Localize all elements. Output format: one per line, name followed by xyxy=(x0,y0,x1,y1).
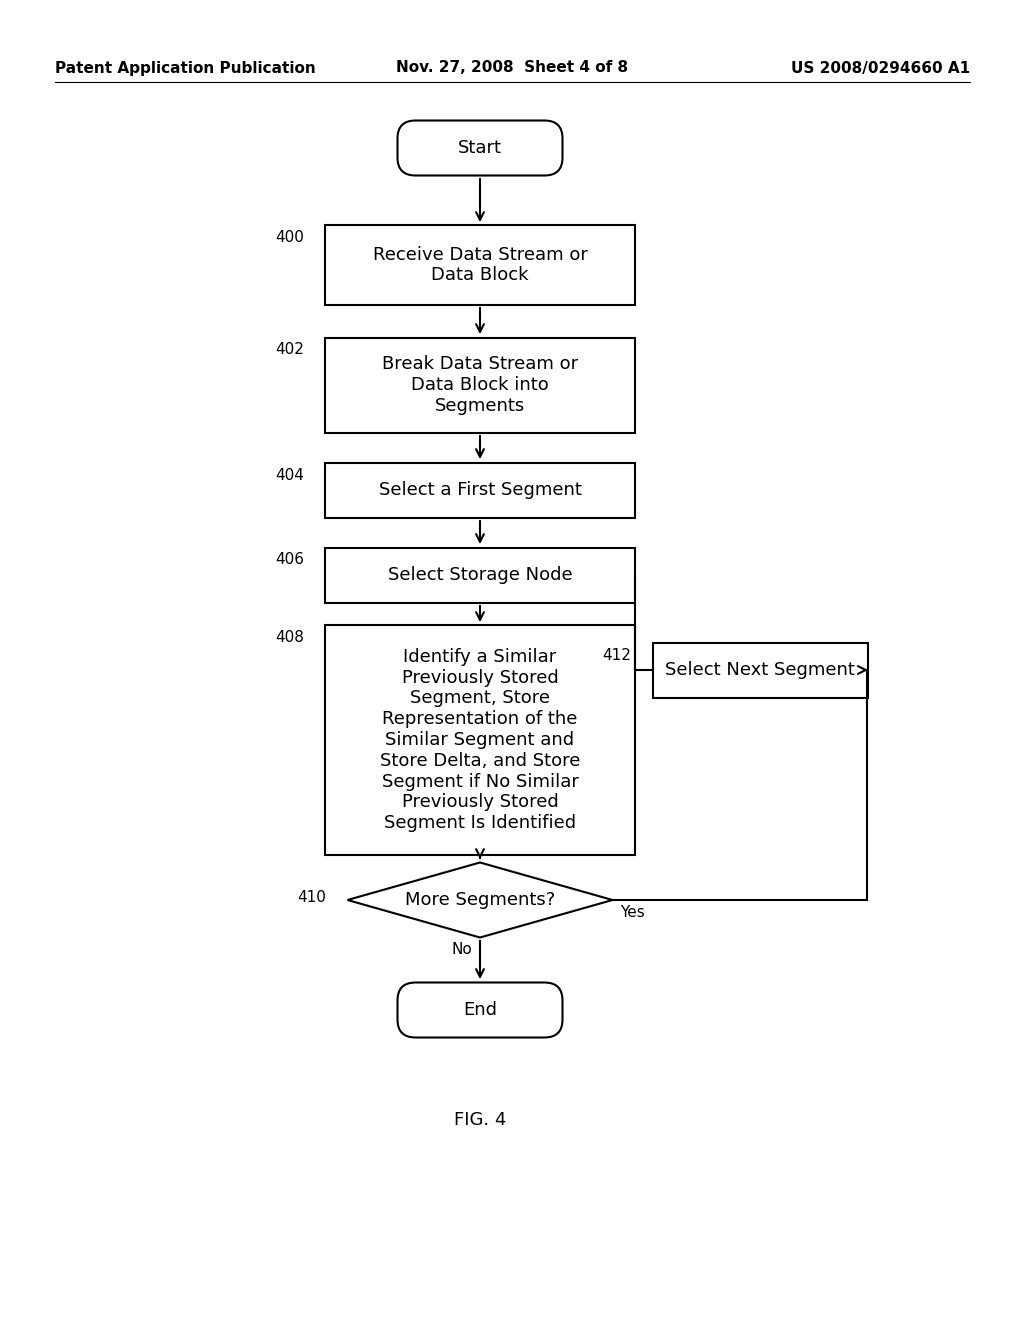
Polygon shape xyxy=(347,862,612,937)
Text: 402: 402 xyxy=(275,342,304,358)
Text: 408: 408 xyxy=(275,630,304,645)
Text: FIG. 4: FIG. 4 xyxy=(454,1111,506,1129)
FancyBboxPatch shape xyxy=(397,120,562,176)
Text: Select a First Segment: Select a First Segment xyxy=(379,480,582,499)
Text: Start: Start xyxy=(458,139,502,157)
Text: US 2008/0294660 A1: US 2008/0294660 A1 xyxy=(791,61,970,75)
FancyBboxPatch shape xyxy=(397,982,562,1038)
Text: Receive Data Stream or
Data Block: Receive Data Stream or Data Block xyxy=(373,246,588,284)
Text: 404: 404 xyxy=(275,467,304,483)
Text: Identify a Similar
Previously Stored
Segment, Store
Representation of the
Simila: Identify a Similar Previously Stored Seg… xyxy=(380,648,581,832)
Text: 410: 410 xyxy=(298,890,327,906)
Text: Break Data Stream or
Data Block into
Segments: Break Data Stream or Data Block into Seg… xyxy=(382,355,579,414)
Text: 406: 406 xyxy=(275,553,304,568)
Text: Select Next Segment: Select Next Segment xyxy=(665,661,855,678)
Text: More Segments?: More Segments? xyxy=(404,891,555,909)
Text: Patent Application Publication: Patent Application Publication xyxy=(55,61,315,75)
Text: Nov. 27, 2008  Sheet 4 of 8: Nov. 27, 2008 Sheet 4 of 8 xyxy=(396,61,628,75)
Text: 412: 412 xyxy=(602,648,632,663)
Text: No: No xyxy=(452,942,472,957)
Bar xyxy=(652,643,867,697)
Bar xyxy=(325,224,635,305)
Bar xyxy=(325,624,635,855)
Text: Select Storage Node: Select Storage Node xyxy=(388,566,572,583)
Text: Yes: Yes xyxy=(620,906,645,920)
Text: 400: 400 xyxy=(275,230,304,246)
Bar xyxy=(325,548,635,602)
Bar xyxy=(325,462,635,517)
Bar xyxy=(325,338,635,433)
Text: End: End xyxy=(463,1001,497,1019)
